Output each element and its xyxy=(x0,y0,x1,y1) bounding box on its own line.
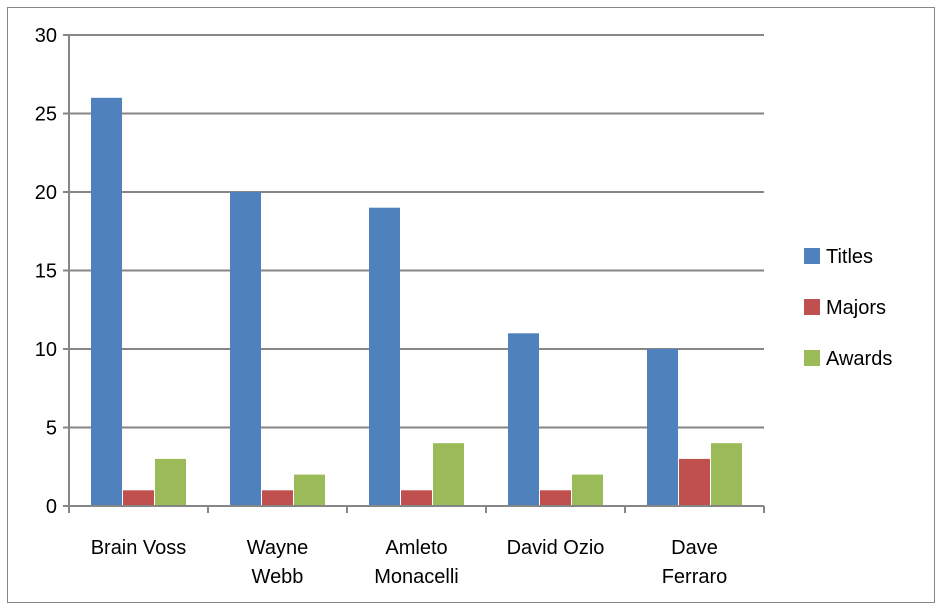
y-tick-label: 10 xyxy=(35,339,57,361)
bar-awards xyxy=(155,458,186,506)
bar-titles xyxy=(647,349,678,506)
bar-majors xyxy=(401,490,432,506)
y-tick-label: 15 xyxy=(35,261,57,283)
y-tick-label: 5 xyxy=(46,418,57,440)
bar-titles xyxy=(91,97,122,507)
legend-label: Majors xyxy=(826,297,886,319)
bar-majors xyxy=(123,490,154,506)
legend-swatch-titles xyxy=(804,248,820,264)
bar-titles xyxy=(369,207,400,506)
axes xyxy=(63,34,765,513)
legend-swatch-awards xyxy=(804,350,820,366)
bar-awards xyxy=(294,474,325,506)
x-category-label: Dave xyxy=(671,537,718,559)
bar-titles xyxy=(508,333,539,506)
x-category-label: Ferraro xyxy=(662,566,728,588)
legend-swatch-majors xyxy=(804,299,820,315)
legend-label: Titles xyxy=(826,246,873,268)
y-tick-label: 0 xyxy=(46,496,57,518)
bars xyxy=(91,97,742,507)
x-category-label: Brain Voss xyxy=(91,537,187,559)
y-tick-label: 25 xyxy=(35,104,57,126)
legend: Titles Majors Awards xyxy=(804,246,892,370)
bar-majors xyxy=(679,458,710,506)
x-category-label: Amleto xyxy=(385,537,447,559)
bar-titles xyxy=(230,192,261,506)
bar-majors xyxy=(262,490,293,506)
y-axis-ticks: 0 5 10 15 20 25 30 xyxy=(35,25,57,518)
y-tick-label: 20 xyxy=(35,182,57,204)
bar-awards xyxy=(572,474,603,506)
x-category-label: Webb xyxy=(252,566,304,588)
x-category-label: Monacelli xyxy=(374,566,458,588)
x-category-label: Wayne xyxy=(247,537,309,559)
x-axis-labels: Brain Voss Wayne Webb Amleto Monacelli David … xyxy=(91,537,728,588)
y-tick-label: 30 xyxy=(35,25,57,47)
bar-majors xyxy=(540,490,571,506)
bar-awards xyxy=(711,443,742,506)
legend-label: Awards xyxy=(826,348,892,370)
bar-awards xyxy=(433,443,464,506)
x-category-label: David Ozio xyxy=(507,537,605,559)
